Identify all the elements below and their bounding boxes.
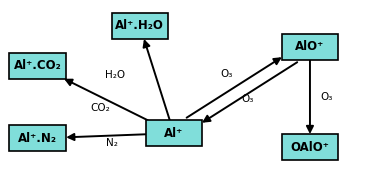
Text: O₃: O₃ [321,92,333,102]
FancyBboxPatch shape [112,13,168,39]
FancyBboxPatch shape [9,53,66,79]
FancyBboxPatch shape [9,125,66,151]
Text: O₃: O₃ [221,69,233,79]
Text: Al⁺.CO₂: Al⁺.CO₂ [14,59,62,72]
FancyBboxPatch shape [282,34,338,60]
Text: O₃: O₃ [242,94,254,104]
Text: Al⁺: Al⁺ [164,127,183,140]
Text: N₂: N₂ [105,138,118,148]
Text: Al⁺.N₂: Al⁺.N₂ [18,132,57,145]
Text: AlO⁺: AlO⁺ [295,40,325,53]
Text: CO₂: CO₂ [90,103,110,113]
FancyBboxPatch shape [146,120,202,146]
Text: OAlO⁺: OAlO⁺ [291,140,329,154]
Text: H₂O: H₂O [105,70,125,80]
Text: Al⁺.H₂O: Al⁺.H₂O [115,19,164,33]
FancyBboxPatch shape [282,134,338,160]
